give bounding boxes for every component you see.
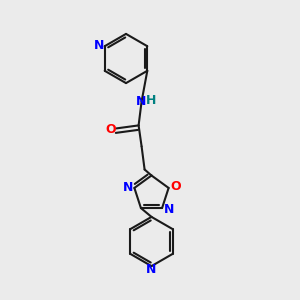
Text: O: O	[105, 123, 116, 136]
Text: N: N	[164, 203, 174, 216]
Text: H: H	[146, 94, 156, 107]
Text: O: O	[170, 180, 181, 193]
Text: N: N	[136, 95, 146, 108]
Text: N: N	[123, 182, 133, 194]
Text: N: N	[94, 39, 104, 52]
Text: N: N	[146, 263, 157, 276]
